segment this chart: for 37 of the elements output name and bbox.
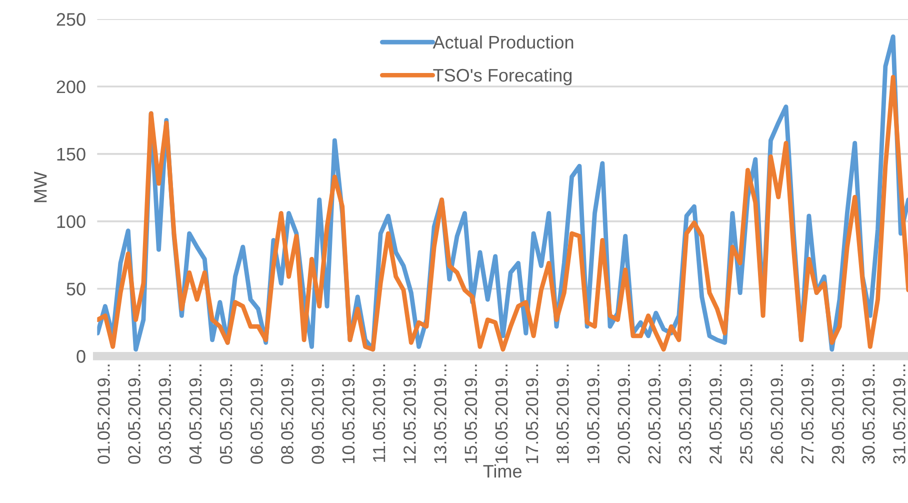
x-tick-label: 05.05.2019... — [220, 364, 232, 464]
x-tick-label: 25.05.2019... — [740, 364, 752, 464]
x-tick-label: 04.05.2019... — [189, 364, 202, 464]
legend-label: TSO's Forecating — [433, 68, 572, 86]
x-tick-label: 22.05.2019... — [648, 364, 661, 464]
y-tick-label: 0 — [76, 350, 86, 363]
x-tick-label: 17.05.2019... — [526, 364, 538, 464]
x-tick-label: 29.05.2019... — [832, 364, 844, 464]
y-tick-label: 200 — [56, 80, 86, 94]
x-tick-label: 31.05.2019... — [893, 364, 906, 464]
x-tick-label: 06.05.2019... — [250, 364, 263, 464]
x-tick-label: 01.05.2019... — [98, 364, 110, 464]
x-tick-label: 15.05.2019... — [464, 364, 478, 464]
x-tick-label: 12.05.2019... — [404, 364, 416, 464]
y-axis-title: MW — [34, 172, 47, 202]
y-tick-label: 50 — [66, 282, 86, 296]
x-tick-label: 08.05.2019... — [281, 364, 294, 464]
x-tick-label: 20.05.2019... — [618, 364, 630, 464]
legend-label: Actual Production — [432, 35, 574, 49]
x-tick-label: 13.05.2019... — [434, 364, 446, 464]
x-tick-label: 18.05.2019... — [556, 364, 569, 464]
x-tick-label: 19.05.2019... — [587, 364, 600, 464]
y-tick-label: 150 — [57, 148, 86, 161]
x-tick-label: 26.05.2019... — [770, 364, 783, 464]
x-tick-label: 09.05.2019... — [312, 364, 324, 464]
x-tick-label: 27.05.2019... — [801, 364, 814, 464]
y-tick-label: 250 — [56, 13, 86, 26]
x-tick-label: 02.05.2019... — [128, 364, 140, 464]
x-tick-label: 24.05.2019... — [710, 364, 722, 464]
x-tick-label: 16.05.2019... — [495, 364, 508, 464]
x-tick-label: 11.05.2019... — [372, 364, 386, 462]
x-tick-label: 23.05.2019... — [678, 364, 692, 464]
y-tick-label: 100 — [57, 215, 86, 228]
x-tick-label: 30.05.2019... — [862, 364, 875, 464]
x-axis-title: Time — [483, 464, 522, 478]
x-tick-label: 10.05.2019... — [342, 364, 355, 464]
x-tick-label: 03.05.2019... — [158, 364, 172, 464]
